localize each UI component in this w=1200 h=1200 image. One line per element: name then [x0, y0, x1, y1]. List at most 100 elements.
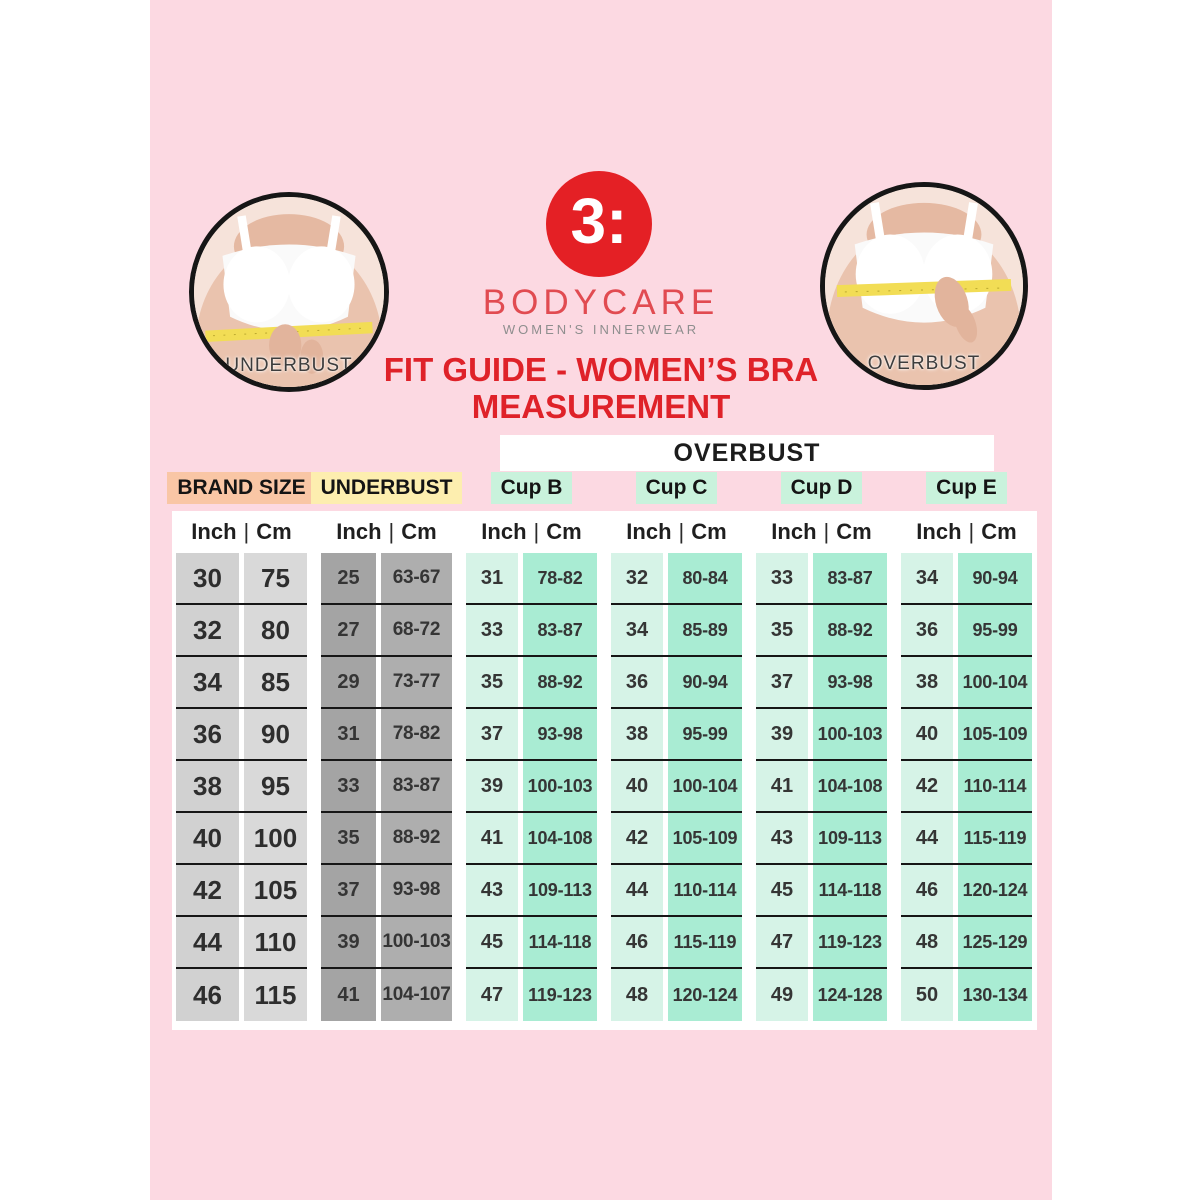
size-table: Inch | Cm Inch | Cm Inch | Cm Inch | Cm Inch | Cm Inch |… [172, 511, 1037, 1030]
table-cell: 95-99 [958, 605, 1032, 655]
table-row: 40 100-104 [611, 761, 742, 813]
table-cell: 80-84 [668, 553, 742, 603]
table-cell: 40 [901, 709, 953, 759]
table-row: 30 75 [176, 553, 307, 605]
label-slot-underbust: UNDERBUST [310, 469, 463, 507]
table-row: 48 125-129 [901, 917, 1032, 969]
underbust-label: UNDERBUST [225, 355, 353, 376]
table-row: 40 100 [176, 813, 307, 865]
table-cell: 95 [244, 761, 307, 811]
unit-cm-label: Cm [546, 519, 582, 544]
table-cell: 36 [611, 657, 663, 707]
table-cell: 29 [321, 657, 376, 707]
table-cell: 100-103 [523, 761, 597, 811]
column-group-labels-row: BRAND SIZE UNDERBUST Cup B Cup C Cup D Cup E [167, 469, 1037, 507]
table-row: 42 110-114 [901, 761, 1032, 813]
table-row: 42 105-109 [611, 813, 742, 865]
unit-cm-label: Cm [691, 519, 727, 544]
table-cell: 32 [176, 605, 239, 655]
table-cell: 33 [466, 605, 518, 655]
table-row: 27 68-72 [321, 605, 452, 657]
overbust-header-band: OVERBUST [500, 435, 994, 471]
table-row: 45 114-118 [466, 917, 597, 969]
table-cell: 44 [176, 917, 239, 967]
table-cell: 85-89 [668, 605, 742, 655]
unit-inch-label: Inch [916, 519, 962, 544]
table-row: 38 95 [176, 761, 307, 813]
table-row: 35 88-92 [466, 657, 597, 709]
table-cell: 104-108 [523, 813, 597, 863]
table-cell: 68-72 [381, 605, 452, 655]
table-cell: 120-124 [668, 969, 742, 1021]
table-cell: 104-108 [813, 761, 887, 811]
table-row: 37 93-98 [466, 709, 597, 761]
table-cell: 105 [244, 865, 307, 915]
table-cell: 31 [321, 709, 376, 759]
table-row: 49 124-128 [756, 969, 887, 1021]
table-cell: 115-119 [958, 813, 1032, 863]
table-row: 44 115-119 [901, 813, 1032, 865]
table-cell: 43 [466, 865, 518, 915]
table-cell: 42 [611, 813, 663, 863]
overbust-photo: OVERBUST [820, 182, 1028, 390]
table-cell: 80 [244, 605, 307, 655]
table-cell: 100-103 [381, 917, 452, 967]
column-group-label-brand-size: BRAND SIZE [167, 471, 316, 505]
table-cell: 78-82 [523, 553, 597, 603]
table-cell: 119-123 [523, 969, 597, 1021]
column-group-cup-d: 33 83-87 35 88-92 37 93-98 39 100-103 41 104-108 4… [756, 553, 887, 1021]
table-cell: 83-87 [381, 761, 452, 811]
table-cell: 44 [611, 865, 663, 915]
table-row: 32 80 [176, 605, 307, 657]
table-row: 44 110 [176, 917, 307, 969]
table-cell: 32 [611, 553, 663, 603]
column-group-cup-e: 34 90-94 36 95-99 38 100-104 40 105-109 42 110-11… [901, 553, 1032, 1021]
table-cell: 88-92 [381, 813, 452, 863]
brand-name: BODYCARE [482, 283, 720, 322]
overbust-photo-illustration [825, 187, 1023, 385]
column-group-label-underbust: UNDERBUST [310, 471, 463, 505]
page-title-line2: MEASUREMENT [471, 388, 731, 425]
table-cell: 115-119 [668, 917, 742, 967]
unit-header-cup-c: Inch | Cm [611, 511, 742, 553]
label-slot-cup-c: Cup C [611, 469, 742, 507]
underbust-photo: UNDERBUST [189, 192, 389, 392]
unit-inch-label: Inch [191, 519, 237, 544]
table-cell: 49 [756, 969, 808, 1021]
unit-separator: | [823, 519, 830, 544]
unit-header-row: Inch | Cm Inch | Cm Inch | Cm Inch | Cm Inch | Cm Inch |… [176, 511, 1033, 553]
table-cell: 39 [466, 761, 518, 811]
table-cell: 39 [321, 917, 376, 967]
table-row: 36 90-94 [611, 657, 742, 709]
label-slot-cup-d: Cup D [756, 469, 887, 507]
brand-logo-icon: 3: [546, 171, 652, 277]
table-cell: 34 [176, 657, 239, 707]
table-row: 39 100-103 [756, 709, 887, 761]
table-cell: 119-123 [813, 917, 887, 967]
table-row: 39 100-103 [466, 761, 597, 813]
table-row: 44 110-114 [611, 865, 742, 917]
table-cell: 47 [756, 917, 808, 967]
table-row: 40 105-109 [901, 709, 1032, 761]
table-cell: 40 [176, 813, 239, 863]
table-cell: 109-113 [523, 865, 597, 915]
table-row: 32 80-84 [611, 553, 742, 605]
table-cell: 130-134 [958, 969, 1032, 1021]
table-cell: 40 [611, 761, 663, 811]
table-cell: 37 [756, 657, 808, 707]
column-group-cup-c: 32 80-84 34 85-89 36 90-94 38 95-99 40 100-104 42 1… [611, 553, 742, 1021]
table-cell: 110-114 [958, 761, 1032, 811]
table-cell: 30 [176, 553, 239, 603]
table-cell: 31 [466, 553, 518, 603]
table-cell: 43 [756, 813, 808, 863]
table-cell: 41 [756, 761, 808, 811]
table-row: 43 109-113 [466, 865, 597, 917]
unit-header-brand-size: Inch | Cm [176, 511, 307, 553]
unit-cm-label: Cm [256, 519, 292, 544]
table-row: 45 114-118 [756, 865, 887, 917]
table-cell: 120-124 [958, 865, 1032, 915]
table-cell: 124-128 [813, 969, 887, 1021]
table-cell: 33 [321, 761, 376, 811]
table-row: 39 100-103 [321, 917, 452, 969]
table-cell: 25 [321, 553, 376, 603]
